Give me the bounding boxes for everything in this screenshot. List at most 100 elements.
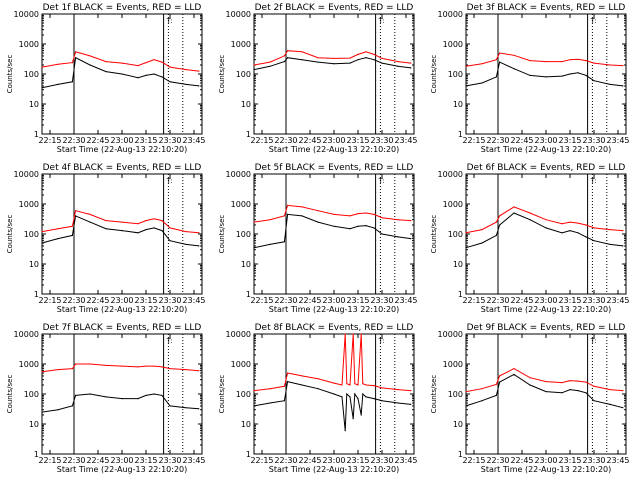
plot-panel-5: Det 5f BLACK = Events, RED = LLD Counts/s… — [218, 163, 418, 314]
plot-frame — [465, 13, 627, 135]
x-tick-label: 22:45 — [298, 136, 321, 145]
data-point — [609, 64, 611, 66]
data-point — [362, 393, 364, 395]
plot-frame — [253, 13, 415, 135]
data-point — [529, 60, 531, 62]
plot-title: Det 6f BLACK = Events, RED = LLD — [467, 163, 626, 173]
annotation-label: T: — [166, 17, 173, 25]
data-point — [397, 236, 399, 238]
data-point — [287, 204, 289, 206]
data-point — [495, 383, 497, 385]
annotation-label: T: — [590, 17, 597, 25]
plot-panel-2: Det 2f BLACK = Events, RED = LLD Counts/s… — [218, 3, 418, 154]
data-point — [499, 52, 501, 54]
x-tick-label: 22:30 — [486, 456, 509, 465]
data-point — [153, 227, 155, 229]
data-point — [373, 385, 375, 387]
data-point — [161, 220, 163, 222]
data-point — [283, 215, 285, 217]
plot-panel-4: Det 4f BLACK = Events, RED = LLD Counts/s… — [6, 163, 206, 314]
data-point — [341, 396, 343, 398]
x-tick-label: 23:45 — [394, 456, 417, 465]
data-point — [569, 73, 571, 75]
data-point — [137, 65, 139, 67]
y-tick-label: 1000 — [19, 40, 39, 49]
x-tick-label: 23:45 — [606, 136, 629, 145]
data-point — [269, 402, 271, 404]
data-point — [105, 61, 107, 63]
x-tick-label: 22:30 — [62, 136, 85, 145]
series-line-red-lld — [253, 333, 411, 392]
data-point — [410, 390, 412, 392]
data-point — [185, 231, 187, 233]
y-tick-label: 10 — [241, 260, 251, 269]
data-point — [161, 366, 163, 368]
data-point — [381, 217, 383, 219]
data-point — [301, 59, 303, 61]
data-point — [622, 407, 624, 409]
data-point — [357, 59, 359, 61]
data-point — [169, 81, 171, 83]
y-tick-label: 1000 — [231, 360, 251, 369]
data-point — [481, 63, 483, 65]
data-point — [71, 62, 73, 64]
y-axis-label: Counts/sec — [6, 55, 14, 94]
y-tick-label: 10000 — [226, 10, 251, 19]
data-point — [569, 380, 571, 382]
data-point — [301, 384, 303, 386]
data-point — [253, 69, 255, 71]
data-point — [593, 62, 595, 64]
x-tick-label: 22:15 — [462, 456, 485, 465]
y-tick-label: 10 — [453, 420, 463, 429]
data-point — [317, 221, 319, 223]
data-point — [341, 384, 343, 386]
x-tick-label: 23:15 — [346, 296, 369, 305]
data-point — [283, 241, 285, 243]
data-point — [545, 381, 547, 383]
data-point — [75, 215, 77, 217]
y-tick-label: 10 — [453, 260, 463, 269]
x-tick-label: 23:00 — [110, 136, 133, 145]
x-tick-label: 22:30 — [62, 296, 85, 305]
data-point — [169, 66, 171, 68]
data-point — [357, 53, 359, 56]
data-point — [121, 365, 123, 367]
data-point — [609, 389, 611, 391]
data-point — [349, 62, 351, 64]
data-point — [161, 230, 163, 232]
data-point — [585, 236, 587, 238]
y-tick-label: 100 — [236, 230, 251, 239]
data-point — [41, 87, 43, 89]
y-tick-label: 10000 — [14, 170, 39, 179]
data-point — [545, 219, 547, 221]
plot-frame — [465, 333, 627, 455]
data-point — [465, 247, 467, 249]
data-point — [287, 372, 289, 374]
data-point — [495, 59, 497, 61]
series-line-red-lld — [465, 206, 623, 234]
data-point — [169, 240, 171, 242]
data-point — [89, 213, 91, 215]
series-line-red-lld — [41, 51, 199, 72]
x-axis-label: Start Time (22-Aug-13 22:10:20) — [57, 145, 188, 154]
x-tick-label: 23:30 — [582, 456, 605, 465]
y-tick-label: 10000 — [438, 170, 463, 179]
series-line-red-lld — [41, 210, 199, 234]
plot-panel-8: Det 8f BLACK = Events, RED = LLD Counts/s… — [218, 323, 418, 474]
plot-panel-6: Det 6f BLACK = Events, RED = LLD Counts/s… — [430, 163, 630, 314]
x-axis-label: Start Time (22-Aug-13 22:10:20) — [269, 465, 400, 474]
plot-panel-7: Det 7f BLACK = Events, RED = LLD Counts/s… — [6, 323, 206, 474]
data-point — [577, 222, 579, 224]
data-point — [513, 68, 515, 70]
data-point — [352, 333, 354, 335]
data-point — [410, 238, 412, 240]
data-point — [89, 55, 91, 57]
x-tick-label: 23:30 — [582, 136, 605, 145]
data-point — [561, 382, 563, 384]
data-point — [161, 61, 163, 63]
plot-title: Det 9f BLACK = Events, RED = LLD — [467, 323, 626, 333]
data-point — [585, 224, 587, 226]
data-point — [333, 225, 335, 227]
data-point — [198, 370, 200, 372]
data-point — [365, 384, 367, 386]
